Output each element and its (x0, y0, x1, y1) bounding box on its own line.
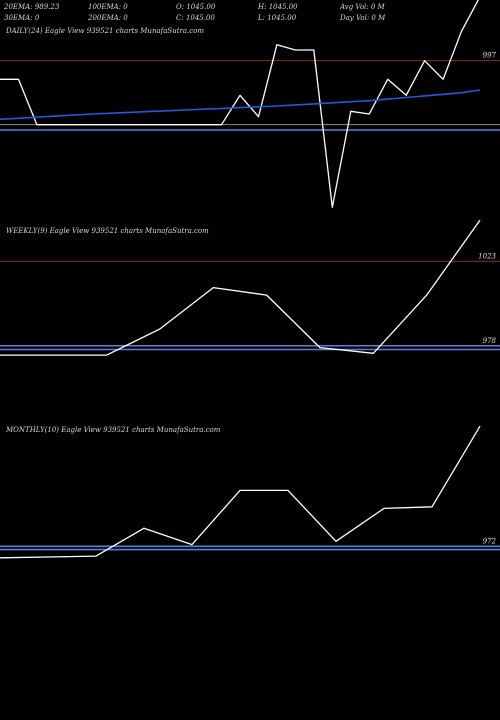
daily-panel: DAILY(24) Eagle View 939521 charts Munaf… (0, 0, 500, 208)
header-20ema: 20EMA: 989.23 (3, 3, 60, 11)
header-200ema: 200EMA: 0 (87, 14, 128, 22)
weekly-price-line (0, 219, 481, 356)
monthly-price-line (0, 425, 481, 559)
header-100ema: 100EMA: 0 (88, 3, 128, 11)
header-day-vol: Day Vol: 0 M (339, 14, 386, 22)
weekly-title: WEEKLY(9) Eagle View 939521 charts Munaf… (6, 227, 209, 235)
daily-level-label-0: 997 (483, 52, 497, 60)
header-high: H: 1045.00 (257, 3, 298, 11)
weekly-price-label-0: 978 (483, 337, 497, 345)
monthly-price-label-0: 972 (483, 537, 497, 545)
weekly-panel: WEEKLY(9) Eagle View 939521 charts Munaf… (0, 219, 500, 356)
indicator-header: 20EMA: 989.23 100EMA: 0 O: 1045.00 H: 10… (3, 3, 386, 22)
chart-panels: DAILY(24) Eagle View 939521 charts Munaf… (0, 0, 500, 559)
daily-price-line (0, 0, 479, 208)
monthly-title: MONTHLY(10) Eagle View 939521 charts Mun… (5, 426, 221, 434)
daily-ema-line (0, 89, 481, 121)
header-low: L: 1045.00 (257, 14, 297, 22)
header-30ema: 30EMA: 0 (4, 14, 40, 22)
monthly-panel: MONTHLY(10) Eagle View 939521 charts Mun… (0, 425, 500, 559)
weekly-level-label-0: 1023 (478, 252, 496, 260)
header-open: O: 1045.00 (176, 3, 216, 11)
header-avg-vol: Avg Vol: 0 M (339, 3, 386, 11)
daily-title: DAILY(24) Eagle View 939521 charts Munaf… (5, 27, 204, 35)
header-close: C: 1045.00 (176, 14, 215, 22)
